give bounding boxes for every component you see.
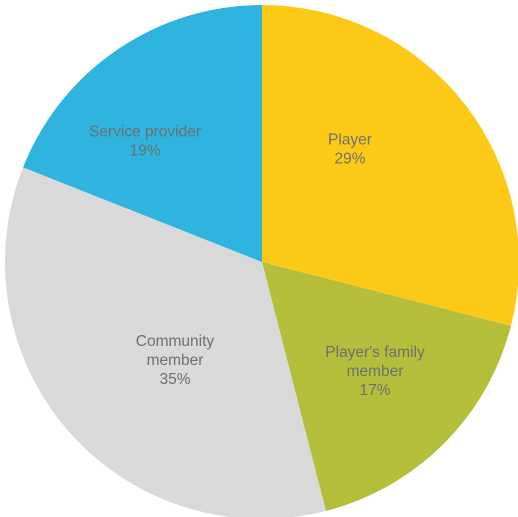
pie-slice-label-1: Player 29% [328, 132, 372, 168]
slice-category-label: Service provider [89, 124, 201, 141]
slice-category-label: member [347, 363, 404, 380]
slice-category-label: Player's family [325, 344, 425, 361]
slice-percent-label: 19% [129, 143, 160, 160]
pie-slice-1 [262, 5, 518, 326]
pie-slices [5, 4, 518, 517]
pie-slice-label-3: Community member 35% [136, 333, 215, 388]
pie-slice-label-4: Service provider 19% [89, 124, 201, 160]
slice-category-label: member [147, 352, 204, 369]
slice-category-label: Community [136, 333, 215, 350]
pie-slice-4 [23, 4, 262, 262]
pie-slice-2 [262, 262, 511, 511]
slice-category-label: Player [328, 132, 372, 149]
pie-labels: Player 29% Player's family member 17% Communi… [89, 124, 425, 400]
slice-percent-label: 29% [334, 151, 365, 168]
slice-percent-label: 35% [159, 371, 190, 388]
pie-slice-label-2: Player's family member 17% [325, 344, 425, 399]
slice-percent-label: 17% [359, 382, 390, 399]
pie-slice-3 [5, 167, 326, 517]
